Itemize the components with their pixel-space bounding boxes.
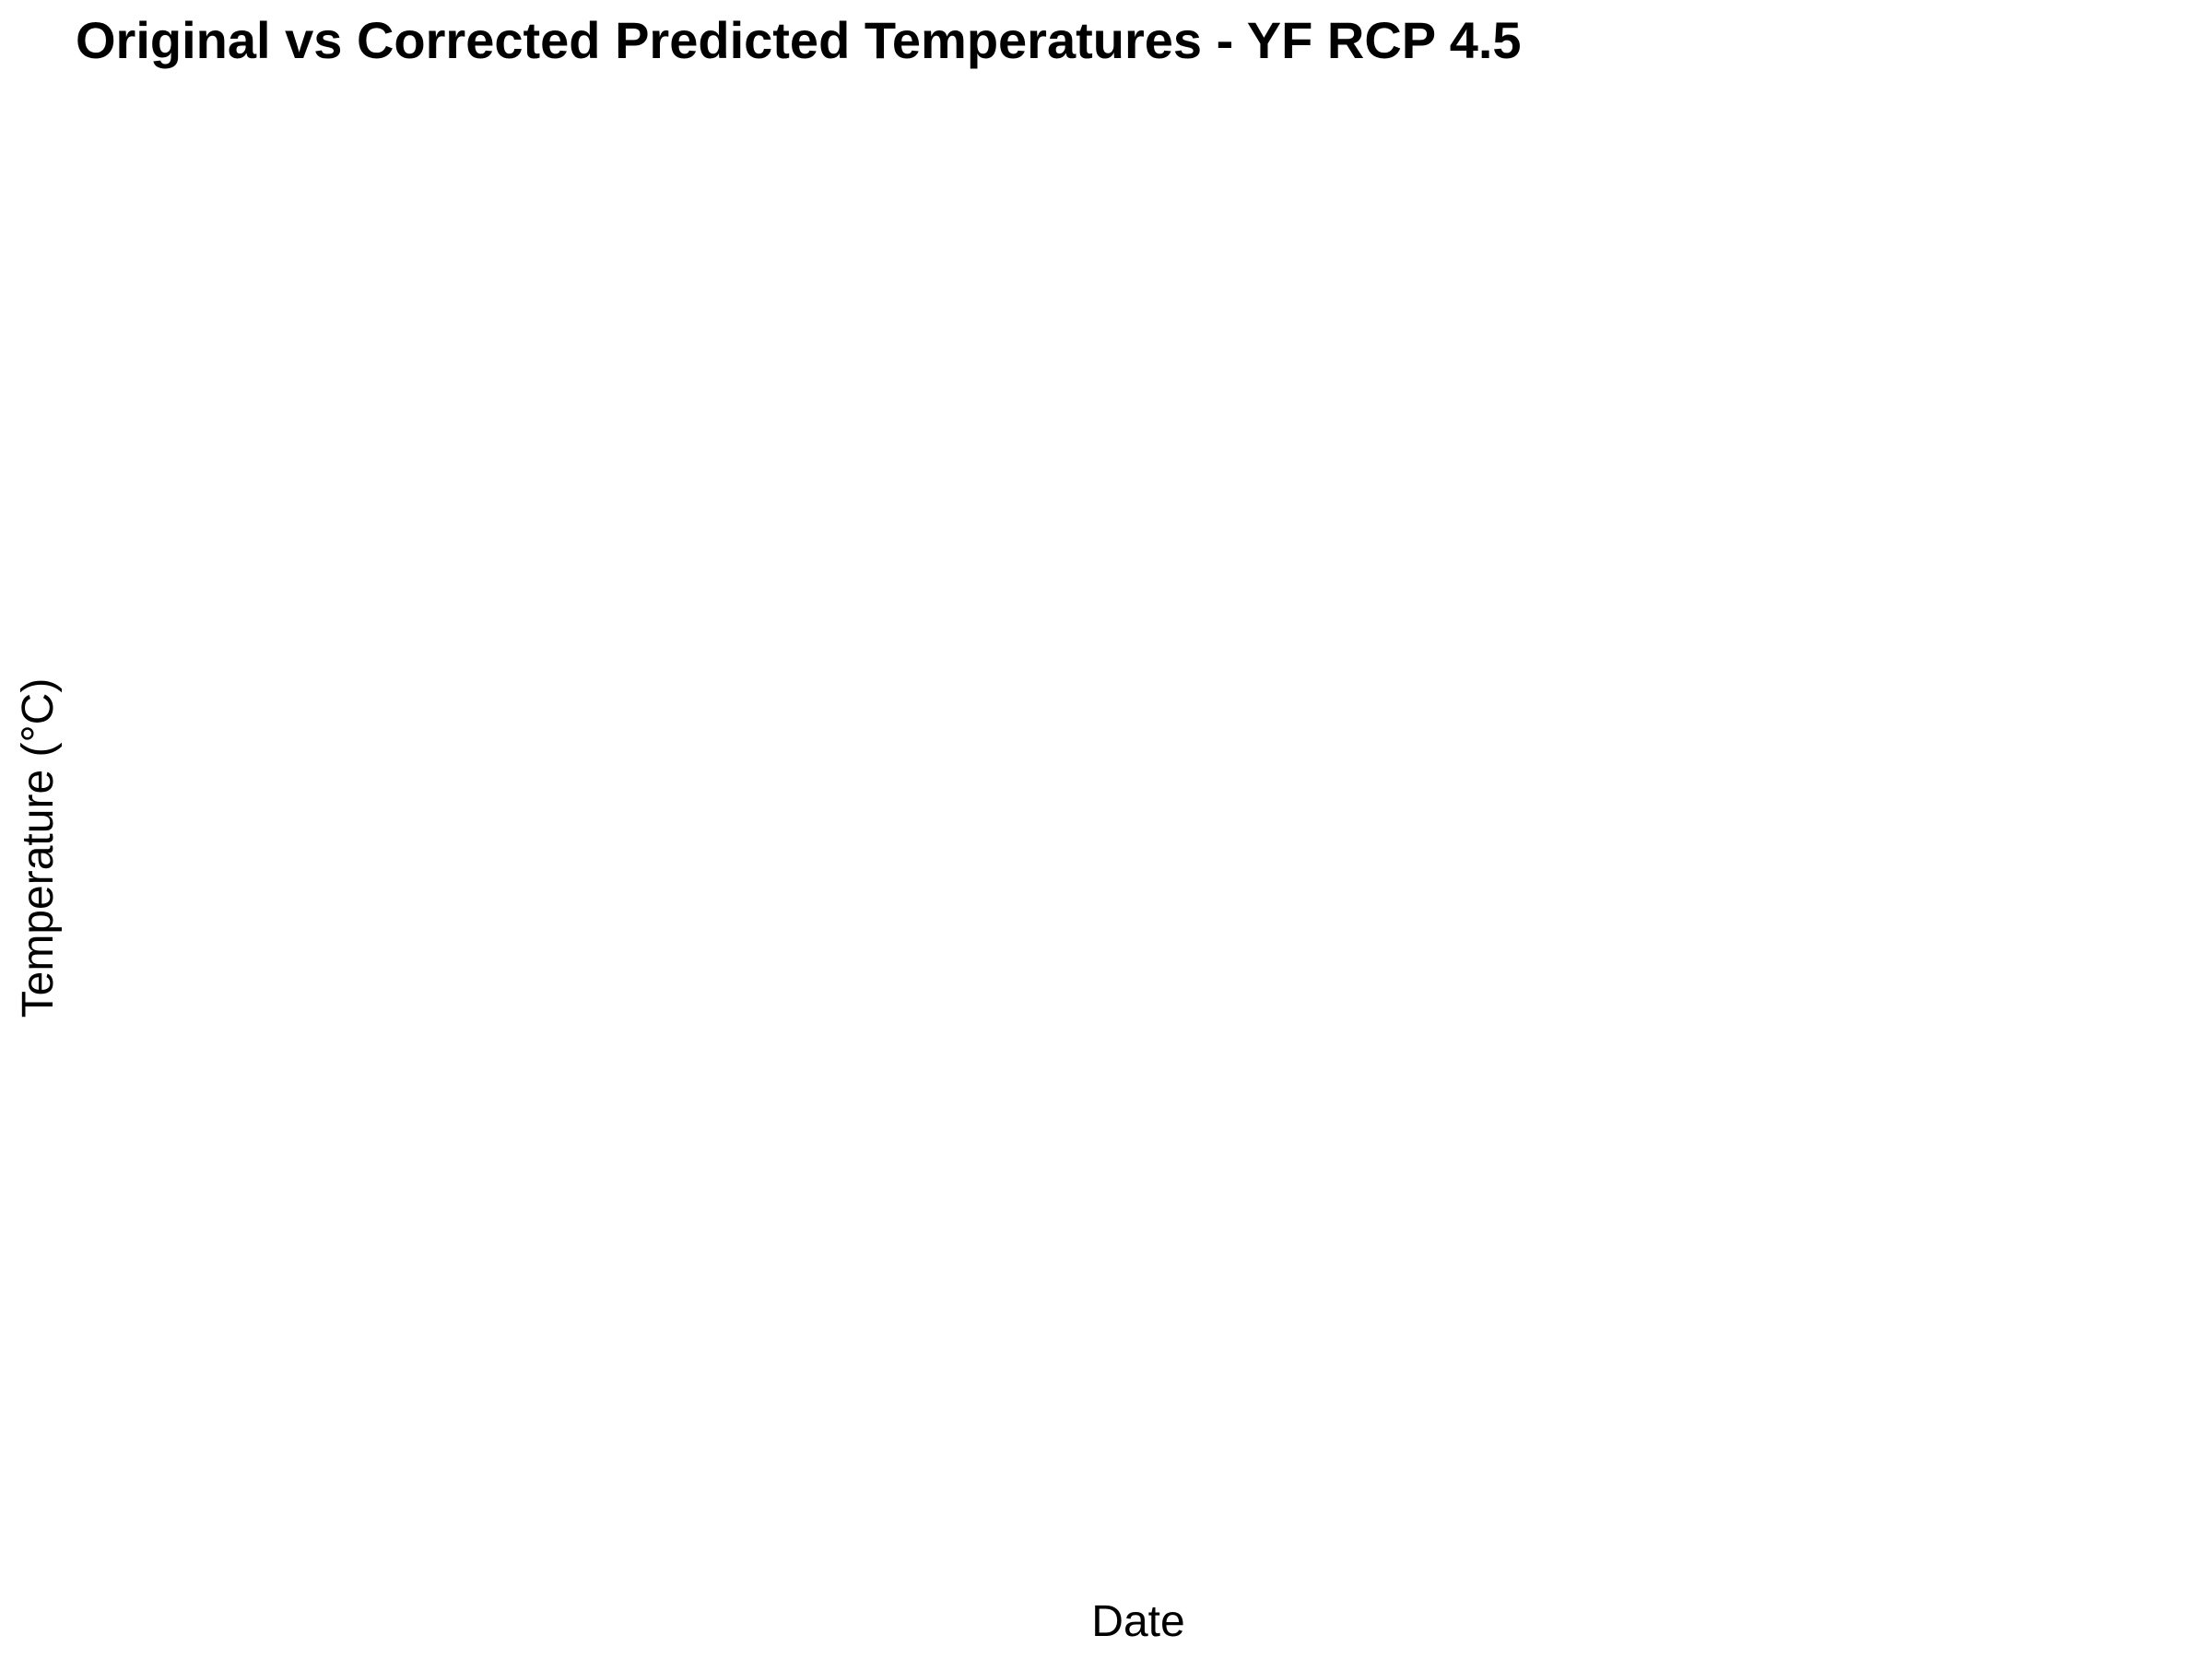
plot-area <box>101 92 2175 1567</box>
x-axis-label: Date <box>1091 1600 1184 1644</box>
y-axis-label: Temperature (°C) <box>17 678 61 1018</box>
chart-title: Original vs Corrected Predicted Temperat… <box>76 9 1522 71</box>
